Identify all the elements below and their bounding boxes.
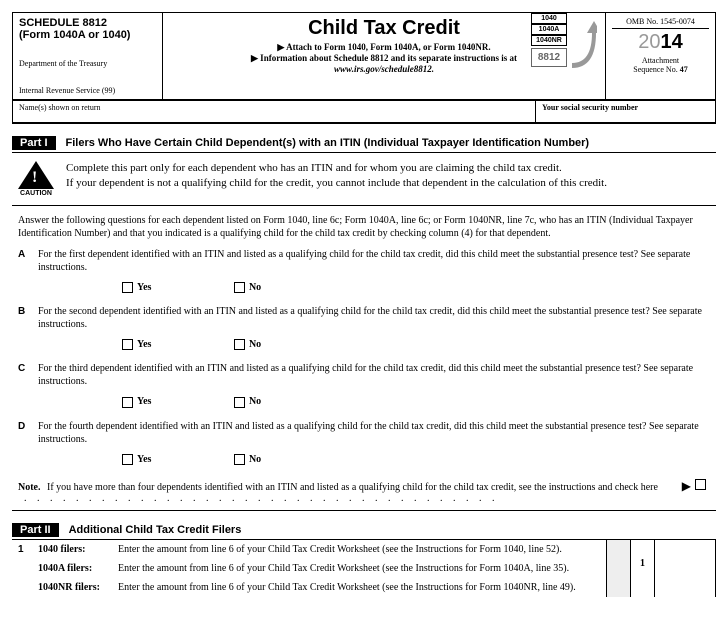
checkbox-b-no[interactable]: [234, 339, 245, 350]
caution-text: Complete this part only for each depende…: [66, 161, 607, 197]
form-header: SCHEDULE 8812 (Form 1040A or 1040) Depar…: [12, 12, 716, 101]
ssn-field-label[interactable]: Your social security number: [535, 101, 715, 122]
name-ssn-row: Name(s) shown on return Your social secu…: [12, 101, 716, 124]
omb-number: OMB No. 1545-0074: [612, 17, 709, 29]
question-b-options: Yes No: [12, 335, 716, 358]
icon-1040: 1040: [531, 13, 567, 24]
question-d-options: Yes No: [12, 450, 716, 473]
question-a: A For the first dependent identified wit…: [12, 244, 716, 278]
arrow-icon: [567, 13, 597, 73]
checkbox-d-yes[interactable]: [122, 454, 133, 465]
part2-title: Additional Child Tax Credit Filers: [69, 524, 242, 536]
form-reference: (Form 1040A or 1040): [19, 29, 156, 41]
part2-header: Part II Additional Child Tax Credit File…: [12, 523, 716, 540]
tax-year: 2014: [612, 31, 709, 54]
line1-1040: 1 1040 filers: Enter the amount from lin…: [12, 540, 606, 559]
note-text: If you have more than four dependents id…: [47, 482, 658, 493]
part1-header: Part I Filers Who Have Certain Child Dep…: [12, 136, 716, 153]
line1-1040a: 1040A filers: Enter the amount from line…: [12, 559, 606, 578]
checkbox-d-no[interactable]: [234, 454, 245, 465]
question-c: C For the third dependent identified wit…: [12, 358, 716, 392]
line1-amount-field[interactable]: [655, 540, 716, 597]
department: Department of the Treasury: [19, 59, 156, 68]
checkbox-more-dependents[interactable]: [695, 479, 706, 490]
icon-1040nr: 1040NR: [531, 35, 567, 46]
arrow-icon: ▶: [682, 479, 691, 494]
line1-amount-boxes: 1: [606, 540, 716, 597]
part1-instructions: Answer the following questions for each …: [12, 206, 716, 244]
caution-icon: CAUTION: [18, 161, 54, 197]
question-a-options: Yes No: [12, 278, 716, 301]
sequence-number: Sequence No. 47: [612, 65, 709, 74]
checkbox-a-no[interactable]: [234, 282, 245, 293]
icon-1040a: 1040A: [531, 24, 567, 35]
line1-box-number: 1: [631, 540, 655, 597]
icon-8812: 8812: [531, 48, 567, 67]
question-b: B For the second dependent identified wi…: [12, 301, 716, 335]
checkbox-a-yes[interactable]: [122, 282, 133, 293]
form-icon-stack: 1040 1040A 1040NR 8812: [531, 13, 597, 73]
part2-tag: Part II: [12, 523, 59, 537]
checkbox-c-yes[interactable]: [122, 397, 133, 408]
question-c-options: Yes No: [12, 392, 716, 415]
note-row: Note. If you have more than four depende…: [12, 473, 716, 511]
names-field-label[interactable]: Name(s) shown on return: [13, 101, 535, 122]
irs-line: Internal Revenue Service (99): [19, 86, 156, 95]
line1-1040nr: 1040NR filers: Enter the amount from lin…: [12, 578, 606, 597]
schedule-number: SCHEDULE 8812: [19, 17, 156, 29]
part1-tag: Part I: [12, 136, 56, 150]
checkbox-b-yes[interactable]: [122, 339, 133, 350]
header-right: OMB No. 1545-0074 2014 Attachment Sequen…: [605, 13, 715, 99]
header-center: Child Tax Credit ▶ Attach to Form 1040, …: [163, 13, 605, 99]
part1-title: Filers Who Have Certain Child Dependent(…: [66, 137, 590, 149]
checkbox-c-no[interactable]: [234, 397, 245, 408]
caution-section: CAUTION Complete this part only for each…: [12, 153, 716, 206]
question-d: D For the fourth dependent identified wi…: [12, 416, 716, 450]
attachment-label: Attachment: [612, 56, 709, 65]
header-left: SCHEDULE 8812 (Form 1040A or 1040) Depar…: [13, 13, 163, 99]
